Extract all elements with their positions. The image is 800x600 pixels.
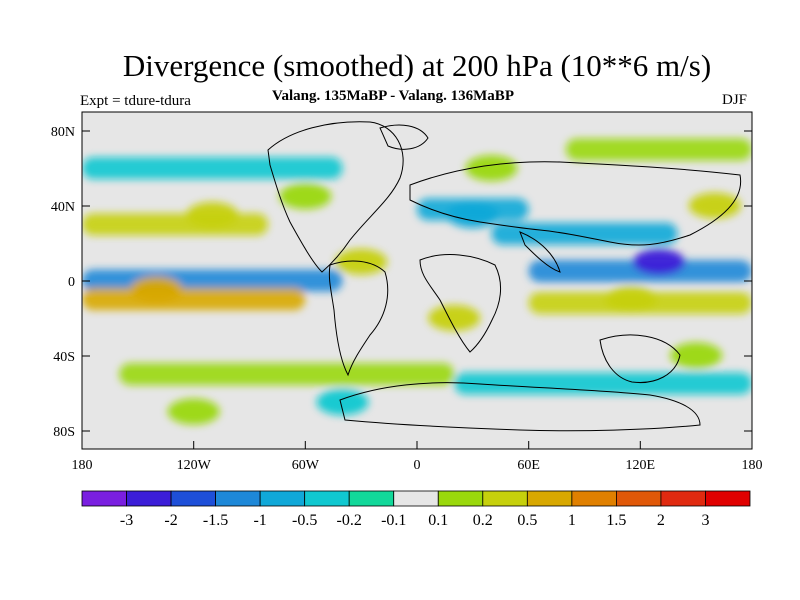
colorbar-label-2: 2 [657,512,665,529]
lat-label-40s: 40S [53,350,75,365]
colorbar-labels: -3 -2 -1.5 -1 -0.5 -0.2 -0.1 0.1 0.2 0.5 1 1.5 2 3 [120,512,710,529]
colorbar-swatch-11 [571,490,617,507]
coastline-india [519,231,561,273]
lon-label-60e: 60E [517,458,540,473]
colorbar-swatch-2 [170,490,216,507]
lon-label-60w: 60W [292,458,320,473]
colorbar-label-neg0p5: -0.5 [292,512,317,529]
colorbar-swatch-5 [304,490,350,507]
divergence-band-8 [454,372,752,395]
colorbar-swatch-3 [215,490,261,507]
colorbar-swatch-8 [437,490,484,507]
lon-label-180e: 180 [742,458,763,473]
colorbar [81,490,751,507]
colorbar-swatch-12 [616,490,662,507]
coastline-antarctica [339,382,701,432]
latitude-ticks [82,130,752,432]
colorbar-label-neg3: -3 [120,512,133,529]
colorbar-label-0p2: 0.2 [473,512,493,529]
lon-label-120e: 120E [626,458,656,473]
colorbar-swatch-14 [705,490,751,507]
colorbar-swatch-0 [81,490,127,507]
lat-label-80n: 80N [51,125,75,140]
lon-label-0: 0 [414,458,421,473]
longitude-ticks [81,441,753,449]
divergence-cell-0 [130,276,183,303]
colorbar-label-0p5: 0.5 [517,512,537,529]
divergence-cell-4 [605,286,658,313]
colorbar-swatch-10 [526,490,573,507]
coastlines [267,121,742,432]
lon-label-180w: 180 [72,458,93,473]
colorbar-swatch-13 [660,490,706,507]
divergence-cell-6 [446,201,499,228]
coastline-north-america [267,121,404,273]
colorbar-label-1p5: 1.5 [606,512,626,529]
lat-label-0: 0 [68,275,75,290]
divergence-band-9 [82,157,343,180]
divergence-band-1 [82,288,306,311]
colorbar-swatch-4 [259,490,306,507]
lat-label-40n: 40N [51,200,75,215]
divergence-cell-1 [186,201,239,228]
coastline-eurasia [409,161,742,246]
coastline-greenland [379,124,429,150]
coastline-south-america [328,260,389,377]
divergence-band-7 [119,363,455,386]
divergence-cell-9 [670,342,723,369]
divergence-cell-11 [167,398,220,425]
divergence-band-2 [528,260,752,283]
divergence-field [82,138,752,425]
colorbar-label-neg0p2: -0.2 [337,512,362,529]
divergence-band-10 [565,138,752,161]
colorbar-swatch-9 [482,490,528,507]
lat-label-80s: 80S [53,425,75,440]
colorbar-label-neg1: -1 [253,512,266,529]
colorbar-swatch-6 [348,490,395,507]
colorbar-swatch-1 [126,490,172,507]
colorbar-label-neg1p5: -1.5 [203,512,228,529]
season-label: DJF [722,92,748,108]
colorbar-label-neg0p1: -0.1 [381,512,406,529]
coastline-australia [599,334,681,384]
colorbar-label-1: 1 [568,512,576,529]
experiment-label: Expt = tdure-tdura [80,93,191,109]
divergence-band-6 [82,213,269,236]
coastline-africa [419,254,502,353]
divergence-cell-5 [632,248,685,275]
divergence-cell-7 [279,183,332,210]
lon-label-120w: 120W [177,458,212,473]
divergence-cell-3 [428,304,481,331]
divergence-cell-8 [465,155,518,182]
divergence-cell-12 [688,192,741,219]
colorbar-label-3: 3 [701,512,709,529]
plot-subtitle: Valang. 135MaBP - Valang. 136MaBP [272,88,514,104]
colorbar-swatch-7 [393,490,439,507]
divergence-band-0 [82,269,343,292]
colorbar-label-neg2: -2 [164,512,177,529]
colorbar-label-0p1: 0.1 [428,512,448,529]
plot-title: Divergence (smoothed) at 200 hPa (10**6 … [122,48,712,83]
divergence-cell-10 [316,389,369,416]
divergence-band-5 [491,222,678,245]
